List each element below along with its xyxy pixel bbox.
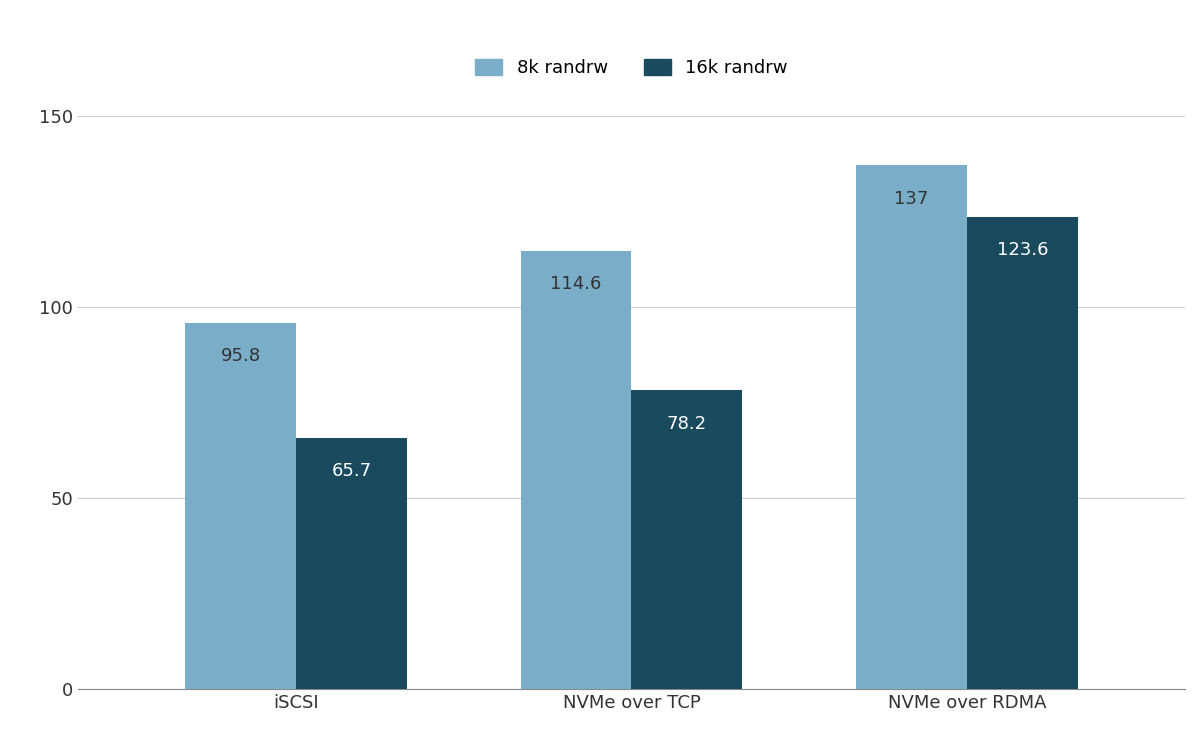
- Bar: [521, 251, 631, 689]
- Text: 95.8: 95.8: [221, 347, 260, 365]
- Text: 123.6: 123.6: [996, 241, 1048, 259]
- Legend: 8k randrw, 16k randrw: 8k randrw, 16k randrw: [466, 50, 797, 86]
- Text: 137: 137: [894, 190, 929, 208]
- Bar: [185, 323, 296, 689]
- Text: 114.6: 114.6: [551, 275, 602, 294]
- Bar: [631, 390, 742, 689]
- Text: 65.7: 65.7: [331, 462, 372, 481]
- Bar: [967, 217, 1078, 689]
- Bar: [296, 438, 407, 689]
- Text: 78.2: 78.2: [667, 415, 707, 433]
- Bar: [857, 165, 967, 689]
